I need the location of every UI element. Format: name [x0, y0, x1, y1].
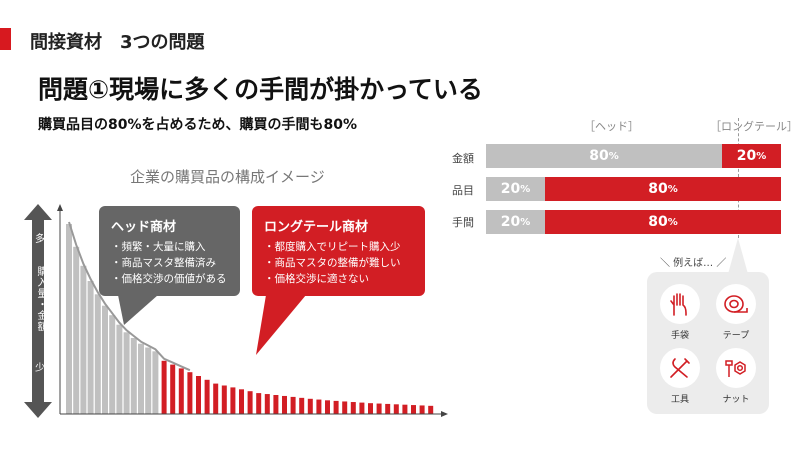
head-segment: 20% [486, 210, 545, 234]
head-bar [109, 315, 116, 414]
axis-label-amount: 購入量・金額 [35, 266, 46, 332]
axis-label-low: 少 [35, 363, 45, 374]
example-tape: テープ [711, 284, 761, 341]
title-accent-bar [0, 28, 11, 50]
chart-title: 企業の購買品の構成イメージ [130, 168, 325, 186]
tape-icon [724, 295, 748, 313]
y-axis-arrowhead [57, 204, 63, 211]
examples-panel: 手袋 テープ 工具 ナット [647, 272, 769, 414]
example-gloves: 手袋 [655, 284, 705, 341]
tail-bar [368, 403, 373, 414]
head-bar [145, 347, 152, 414]
tail-bar [299, 397, 305, 414]
head-bar [102, 305, 108, 414]
tail-column-header: ［ロングテール］ [710, 120, 798, 133]
stacked-bar-items: 20% 80% [486, 177, 781, 201]
examples-pointer [728, 238, 748, 274]
tail-callout-item: ・価格交渉に適さない [264, 273, 369, 285]
head-segment: 80% [486, 144, 722, 168]
head-bar [94, 294, 101, 414]
head-callout-item: ・価格交渉の価値がある [111, 273, 227, 285]
longtail-products-callout: ロングテール商材 ・都度購入でリピート購入少 ・商品マスタの整備が難しい ・価格… [252, 206, 425, 296]
tail-bar [402, 404, 408, 414]
page-headline: 問題①現場に多くの手間が掛かっている [38, 75, 483, 104]
tail-bar [196, 376, 201, 414]
row-label-amount: 金額 [452, 152, 474, 165]
head-bar [123, 332, 130, 414]
tail-bar [307, 398, 313, 414]
tail-bar [282, 395, 287, 414]
nut-bolt-icon [725, 360, 746, 377]
tail-bar [264, 394, 270, 414]
tail-bar [170, 364, 176, 414]
tail-callout-item: ・都度購入でリピート購入少 [264, 241, 401, 253]
tail-bar [393, 404, 399, 414]
tail-bar [247, 391, 253, 414]
tail-bar [221, 385, 227, 414]
examples-label: ＼ 例えば… ／ [660, 258, 727, 269]
tail-bar [178, 368, 184, 414]
example-tools: 工具 [655, 348, 705, 405]
axis-label-high: 多 [35, 234, 45, 245]
tail-bar [161, 360, 167, 414]
head-callout-pointer [118, 295, 158, 325]
head-bar [66, 224, 72, 414]
tail-bar [325, 400, 330, 414]
tail-bar [273, 395, 279, 414]
head-bar [80, 265, 87, 414]
stacked-bar-effort: 20% 80% [486, 210, 781, 234]
tail-bar [376, 403, 382, 414]
tail-bar [411, 405, 416, 414]
head-callout-item: ・頻繁・大量に購入 [111, 241, 206, 253]
head-callout-item: ・商品マスタ整備済み [111, 257, 216, 269]
tail-callout-pointer [256, 295, 306, 355]
head-bar [130, 338, 137, 414]
tail-bar [187, 372, 193, 414]
tail-bar [316, 399, 322, 414]
tail-bar [333, 400, 339, 414]
tail-bar [419, 405, 425, 414]
head-callout-title: ヘッド商材 [111, 220, 177, 235]
tail-bar [204, 379, 210, 414]
head-bar [87, 281, 94, 414]
tail-bar [385, 403, 391, 414]
tail-bar [350, 402, 356, 414]
page-subhead: 購買品目の80%を占めるため、購買の手間も80% [38, 117, 358, 133]
tail-callout-item: ・商品マスタの整備が難しい [264, 257, 401, 269]
example-nut: ナット [711, 348, 761, 405]
tail-bar [359, 402, 365, 414]
tail-segment: 20% [722, 144, 781, 168]
tail-bar [290, 396, 296, 414]
tail-bar [428, 405, 434, 414]
long-tail-bar-chart [57, 204, 448, 417]
tail-segment: 80% [545, 210, 781, 234]
double-arrow-icon [24, 204, 52, 418]
tools-icon [670, 358, 690, 378]
head-bar [116, 324, 123, 414]
tail-bar [256, 393, 262, 414]
head-bar [138, 343, 144, 414]
tail-bar [230, 387, 236, 414]
glove-icon [670, 293, 687, 316]
section-title: 間接資材 3つの問題 [30, 32, 205, 53]
x-axis-arrowhead [441, 411, 448, 417]
tail-bar [239, 389, 244, 414]
tail-segment: 80% [545, 177, 781, 201]
head-products-callout: ヘッド商材 ・頻繁・大量に購入 ・商品マスタ整備済み ・価格交渉の価値がある [99, 206, 240, 296]
head-column-header: ［ヘッド］ [584, 120, 639, 133]
tail-bar [342, 401, 348, 414]
head-bar [73, 246, 80, 414]
trend-curve [68, 221, 191, 372]
head-segment: 20% [486, 177, 545, 201]
tail-callout-title: ロングテール商材 [264, 220, 369, 235]
row-label-effort: 手間 [452, 216, 474, 229]
head-bar [152, 351, 159, 414]
tail-bar [213, 383, 219, 414]
row-label-items: 品目 [452, 184, 474, 197]
stacked-bar-amount: 80% 20% [486, 144, 781, 168]
